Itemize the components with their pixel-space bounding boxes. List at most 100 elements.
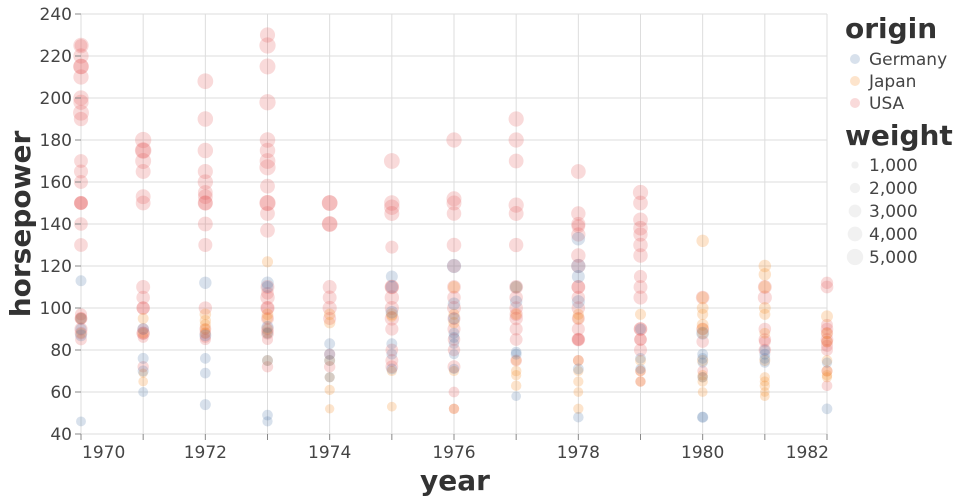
data-point-germany — [448, 327, 460, 339]
data-point-usa — [259, 27, 276, 43]
data-point-usa — [696, 322, 710, 336]
data-point-usa — [572, 355, 584, 366]
data-point-usa — [259, 58, 276, 75]
data-point-usa — [633, 220, 648, 236]
data-point-germany — [697, 348, 709, 360]
data-point-germany — [509, 280, 523, 294]
data-point-japan — [821, 365, 833, 377]
data-point-usa — [136, 326, 150, 340]
data-point-usa — [324, 348, 336, 360]
data-point-japan — [386, 365, 397, 377]
data-point-japan — [758, 259, 772, 273]
data-point-usa — [447, 343, 461, 357]
data-point-usa — [74, 196, 88, 210]
data-point-germany — [635, 353, 646, 364]
x-tick-label: 1976 — [432, 443, 475, 463]
data-point-japan — [199, 314, 211, 327]
data-point-germany — [571, 295, 585, 309]
data-point-usa — [260, 280, 275, 294]
data-point-usa — [696, 335, 709, 348]
data-point-usa — [633, 227, 648, 242]
data-point-usa — [509, 290, 523, 305]
data-point-germany — [324, 348, 336, 360]
data-point-usa — [321, 216, 338, 232]
data-point-japan — [572, 355, 584, 366]
data-point-japan — [510, 365, 522, 377]
data-point-usa — [198, 301, 213, 315]
data-point-usa — [633, 269, 648, 284]
data-point-japan — [262, 327, 273, 339]
data-point-usa — [633, 322, 648, 336]
data-point-usa — [134, 142, 152, 159]
data-point-japan — [696, 291, 709, 304]
data-point-japan — [759, 376, 770, 387]
data-point-japan — [697, 372, 708, 383]
data-point-usa — [509, 311, 523, 326]
y-axis-title: horsepower — [4, 131, 37, 318]
data-point-germany — [137, 352, 149, 364]
data-point-japan — [821, 335, 833, 348]
size-legend-title: weight — [845, 119, 953, 152]
data-point-usa — [571, 322, 585, 336]
data-point-usa — [821, 344, 833, 356]
data-point-usa — [136, 279, 151, 295]
data-point-usa — [384, 199, 400, 215]
data-point-usa — [447, 301, 461, 315]
data-point-usa — [571, 227, 586, 242]
data-point-japan — [323, 308, 336, 321]
data-point-germany — [697, 411, 708, 423]
data-point-usa — [197, 185, 213, 200]
data-point-japan — [138, 368, 148, 378]
data-point-usa — [260, 178, 275, 194]
data-point-japan — [635, 355, 646, 366]
data-point-japan — [324, 355, 336, 366]
data-point-usa — [135, 131, 152, 149]
data-point-japan — [821, 355, 833, 366]
data-point-japan — [324, 384, 335, 396]
data-point-japan — [573, 387, 584, 397]
data-point-usa — [260, 290, 275, 305]
data-point-usa — [821, 380, 833, 392]
data-point-germany — [447, 297, 461, 311]
data-point-usa — [447, 311, 461, 326]
data-point-germany — [386, 348, 398, 360]
data-point-usa — [447, 259, 461, 273]
data-point-japan — [200, 323, 211, 335]
data-point-germany — [75, 329, 87, 342]
data-point-germany — [635, 323, 646, 335]
data-point-japan — [759, 372, 770, 383]
data-point-usa — [74, 308, 88, 321]
data-point-germany — [759, 357, 770, 368]
data-point-usa — [259, 159, 276, 176]
data-point-usa — [571, 312, 585, 325]
data-point-usa — [322, 300, 337, 316]
data-point-germany — [448, 349, 460, 360]
size-legend-label: 5,000 — [869, 248, 918, 268]
data-point-japan — [572, 312, 585, 325]
data-point-japan — [199, 308, 212, 321]
data-point-usa — [821, 335, 833, 348]
data-point-usa — [820, 276, 834, 289]
data-point-usa — [634, 343, 647, 357]
data-point-usa — [758, 335, 771, 348]
y-tick-label: 80 — [50, 341, 72, 361]
data-point-usa — [633, 290, 648, 305]
data-point-usa — [385, 240, 399, 254]
size-legend-label: 1,000 — [869, 156, 918, 176]
data-point-japan — [510, 308, 522, 320]
data-point-usa — [322, 216, 338, 232]
data-point-japan — [138, 376, 149, 387]
data-point-usa — [197, 216, 213, 232]
x-tick-label: 1982 — [786, 443, 829, 463]
data-point-germany — [76, 416, 86, 427]
data-point-japan — [262, 355, 273, 366]
data-point-japan — [510, 355, 522, 366]
data-point-germany — [448, 331, 460, 343]
data-point-germany — [571, 270, 585, 283]
data-point-usa — [635, 376, 646, 387]
data-point-usa — [571, 216, 586, 232]
data-point-germany — [386, 363, 398, 375]
y-tick-label: 60 — [50, 383, 72, 403]
data-point-japan — [324, 372, 335, 383]
data-point-usa — [74, 154, 88, 168]
